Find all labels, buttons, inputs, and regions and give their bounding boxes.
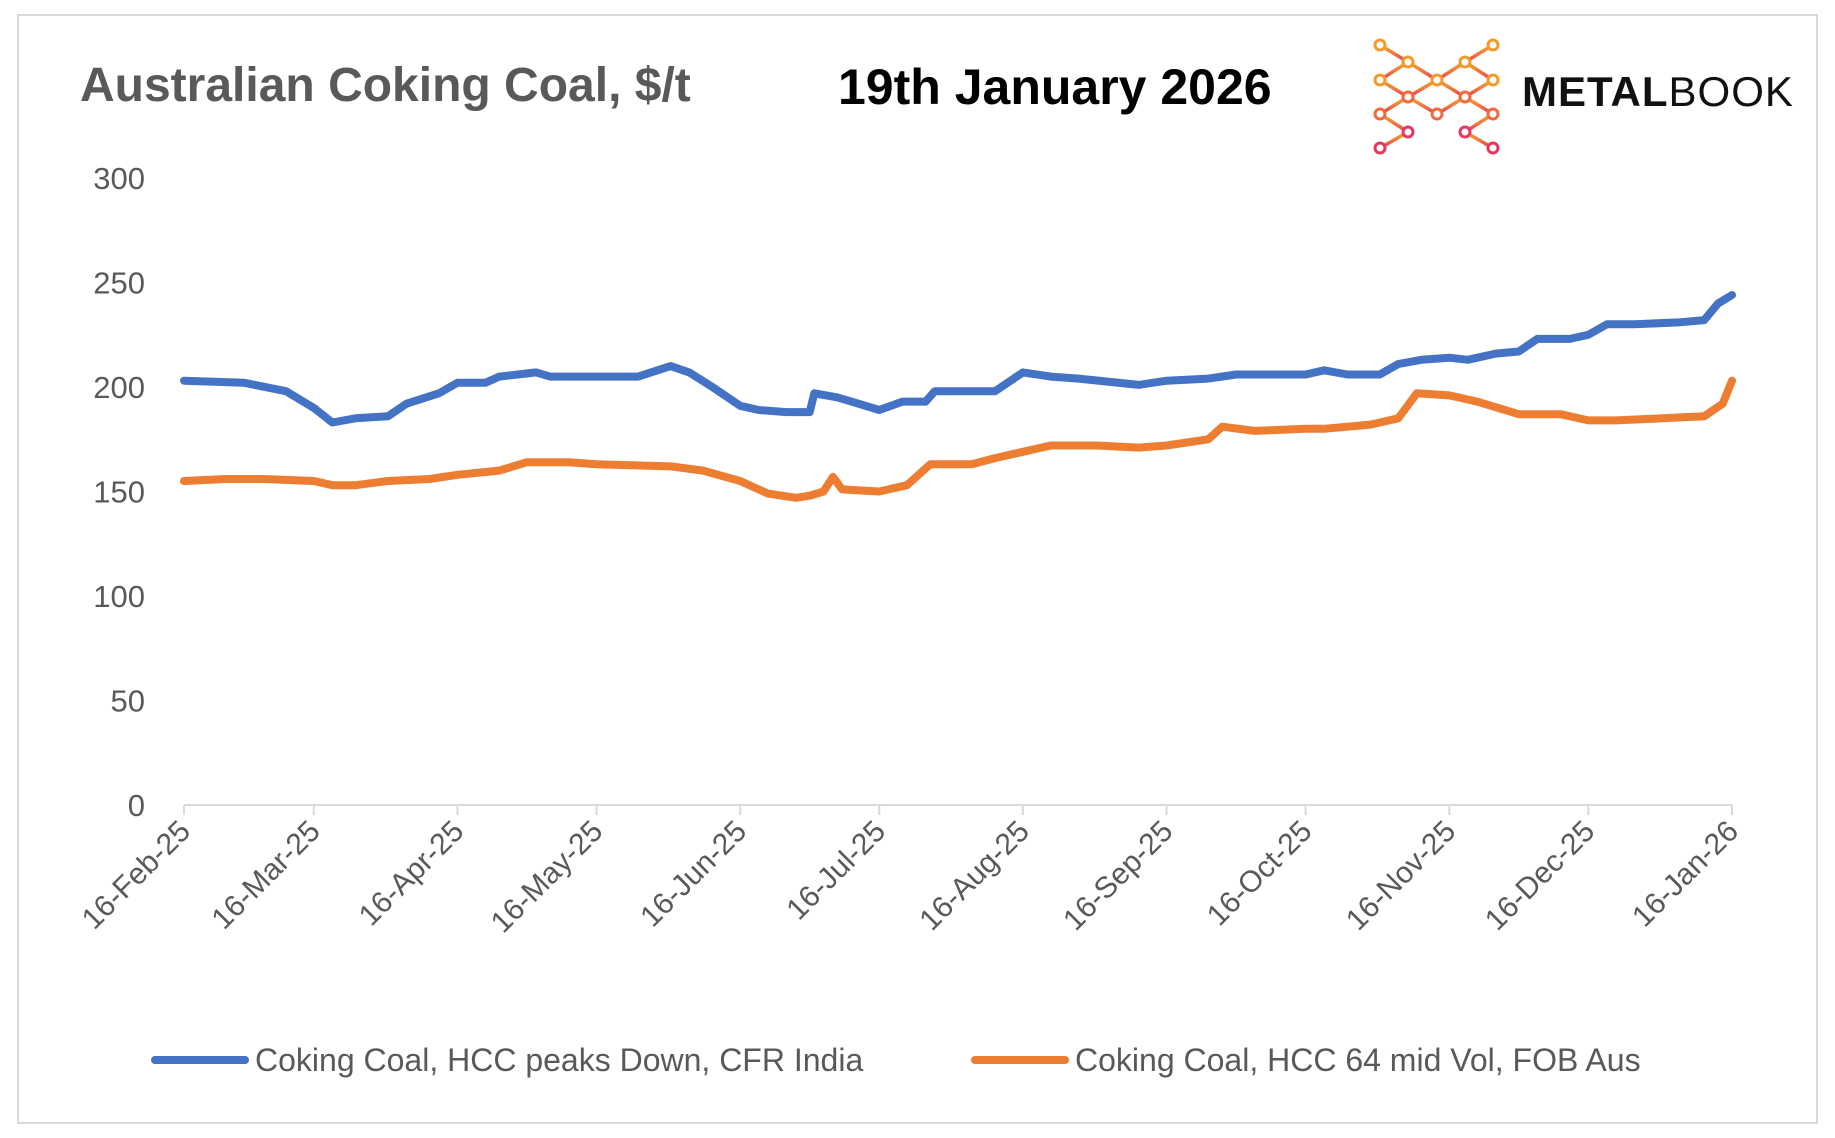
logo-node (1430, 107, 1444, 121)
chart-frame (17, 14, 1818, 1124)
y-tick-label: 100 (93, 579, 145, 614)
x-tick-label: 16-Apr-25 (353, 815, 471, 933)
y-tick-label: 250 (93, 266, 145, 301)
x-tick-label: 16-Jul-25 (780, 815, 892, 927)
chart-title: Australian Coking Coal, $/t (80, 59, 691, 112)
y-tick-label: 50 (111, 684, 145, 719)
y-tick-label: 300 (93, 161, 145, 196)
logo-node (1486, 107, 1500, 121)
logo-node (1458, 90, 1472, 104)
y-tick-label: 150 (93, 475, 145, 510)
logo-node (1373, 38, 1387, 52)
logo-node (1458, 55, 1472, 69)
logo-node (1401, 90, 1415, 104)
legend-label: Coking Coal, HCC peaks Down, CFR India (255, 1042, 863, 1078)
series-line-1 (180, 291, 1736, 427)
x-tick-label: 16-Dec-25 (1479, 815, 1601, 937)
brand-name: METALBOOK (1522, 68, 1794, 116)
x-tick-label: 16-Oct-25 (1201, 815, 1319, 933)
logo-node (1486, 38, 1500, 52)
y-tick-label: 200 (93, 370, 145, 405)
logo-node (1486, 73, 1500, 87)
logo-node (1430, 73, 1444, 87)
logo-node (1401, 125, 1415, 139)
chart-date: 19th January 2026 (838, 59, 1272, 115)
x-tick-label: 16-Jan-26 (1626, 815, 1745, 934)
x-tick-label: 16-Nov-25 (1340, 815, 1462, 937)
x-tick-label: 16-Mar-25 (206, 815, 327, 936)
logo-node (1486, 141, 1500, 155)
series-line-2 (180, 376, 1736, 502)
x-tick-label: 16-Jun-25 (634, 815, 753, 934)
x-tick-label: 16-Sep-25 (1057, 815, 1179, 937)
legend-label: Coking Coal, HCC 64 mid Vol, FOB Aus (1075, 1042, 1641, 1078)
brand-light: BOOK (1668, 68, 1794, 115)
logo-node (1373, 73, 1387, 87)
y-tick-label: 0 (128, 788, 145, 823)
logo-node (1373, 107, 1387, 121)
logo-node (1373, 141, 1387, 155)
x-tick-label: 16-Aug-25 (913, 815, 1035, 937)
logo-node (1401, 55, 1415, 69)
x-tick-label: 16-May-25 (485, 815, 610, 940)
brand-bold: METAL (1522, 68, 1669, 115)
x-tick-label: 16-Feb-25 (76, 815, 197, 936)
logo-node (1458, 125, 1472, 139)
metalbook-logo-icon (1373, 38, 1500, 155)
